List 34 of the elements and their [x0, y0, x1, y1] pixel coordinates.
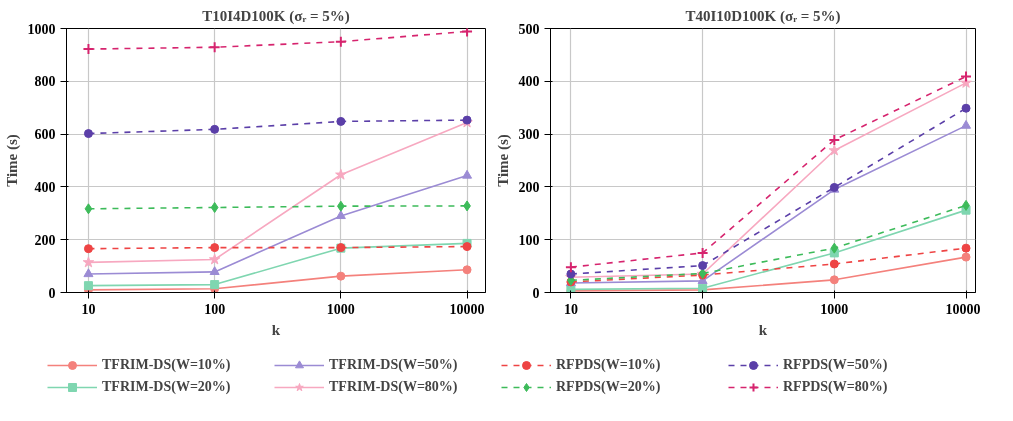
y-tick-label: 600	[34, 127, 56, 143]
x-tick-label: 10	[563, 301, 578, 317]
legend-label: RFPDS(W=80%)	[783, 379, 889, 395]
y-tick-label: 400	[518, 74, 540, 90]
y-tick-label: 500	[518, 21, 540, 37]
y-tick-label: 200	[34, 232, 56, 248]
legend-label: TFRIM-DS(W=20%)	[102, 379, 232, 395]
x-tick-label: 100	[692, 301, 714, 317]
y-axis-title: Time (s)	[494, 134, 512, 187]
y-tick-label: 100	[518, 232, 540, 248]
y-axis-title: Time (s)	[3, 134, 21, 187]
x-tick-label: 10000	[945, 301, 981, 317]
legend-label: RFPDS(W=50%)	[783, 357, 889, 373]
legend-label: TFRIM-DS(W=10%)	[102, 357, 232, 373]
y-tick-label: 1000	[27, 21, 56, 37]
chart-title: T40I10D100K (σᵣ = 5%)	[685, 7, 841, 25]
y-tick-label: 200	[518, 179, 540, 195]
y-tick-label: 800	[34, 74, 56, 90]
x-tick-label: 100	[204, 301, 226, 317]
legend-label: RFPDS(W=10%)	[556, 357, 662, 373]
x-axis-title: k	[758, 321, 768, 338]
legend-label: RFPDS(W=20%)	[556, 379, 662, 395]
legend-label: TFRIM-DS(W=80%)	[329, 379, 459, 395]
y-tick-label: 300	[518, 127, 540, 143]
x-tick-label: 10	[81, 301, 96, 317]
x-axis-title: k	[271, 321, 281, 338]
y-tick-label: 0	[48, 285, 56, 301]
y-tick-label: 0	[532, 285, 540, 301]
x-tick-label: 1000	[326, 301, 355, 317]
y-tick-label: 400	[34, 179, 56, 195]
x-tick-label: 1000	[820, 301, 849, 317]
chart-title: T10I4D100K (σᵣ = 5%)	[202, 7, 350, 25]
x-tick-label: 10000	[449, 301, 485, 317]
legend-label: TFRIM-DS(W=50%)	[329, 357, 459, 373]
